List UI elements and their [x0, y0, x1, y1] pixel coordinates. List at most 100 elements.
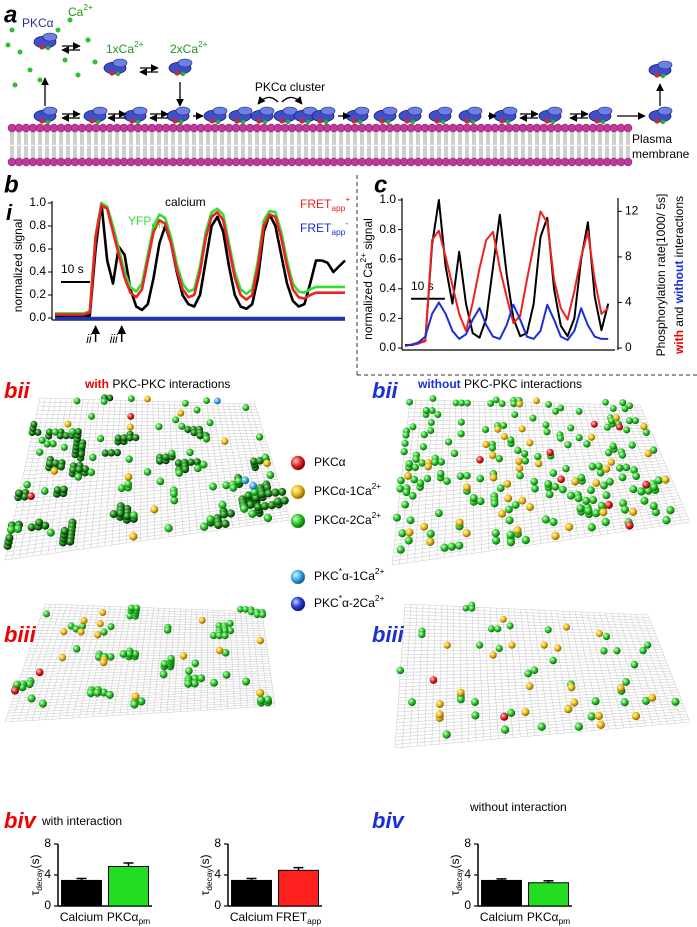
protein-icon [237, 106, 253, 116]
protein-icon [382, 106, 398, 116]
molecule [566, 491, 575, 500]
grid-decoration [240, 611, 249, 708]
molecule [500, 421, 508, 430]
molecule [206, 515, 215, 524]
molecule [60, 526, 69, 536]
molecule [576, 504, 585, 513]
molecule [567, 424, 575, 432]
protein-icon [180, 71, 186, 77]
molecule [34, 428, 42, 436]
molecule [99, 609, 107, 617]
molecule [222, 670, 231, 679]
molecule [597, 501, 606, 510]
panel-label: b [4, 171, 19, 198]
panel-label: biv [372, 808, 406, 833]
molecule [495, 454, 503, 463]
protein-icon [299, 118, 305, 124]
molecule [541, 515, 550, 524]
molecule [422, 407, 430, 414]
molecule [584, 506, 593, 515]
molecule [619, 399, 627, 407]
grid-decoration [628, 404, 676, 525]
grid-decoration [229, 610, 235, 709]
molecule [429, 676, 438, 684]
grid-decoration [12, 493, 283, 524]
calcium-ion [55, 27, 61, 33]
molecule [499, 615, 507, 623]
molecule [221, 437, 229, 445]
molecule [518, 425, 526, 433]
grid-decoration [395, 498, 681, 533]
molecule [602, 398, 609, 406]
molecule [160, 660, 169, 668]
grid-decoration [397, 697, 681, 716]
panel-label: biv [4, 808, 38, 833]
molecule [196, 432, 204, 440]
grid-decoration [9, 505, 286, 540]
molecule [549, 469, 558, 477]
text-part: decay [454, 868, 464, 891]
protein-icon [437, 106, 453, 116]
molecule [97, 434, 105, 443]
molecule [105, 690, 114, 699]
data-line [404, 210, 609, 347]
bar [108, 865, 149, 907]
text-part: Ca [68, 5, 84, 19]
y2-tick-label: 0 [625, 340, 632, 354]
protein-icon [410, 119, 416, 125]
molecule [458, 399, 466, 407]
grid-decoration [7, 511, 288, 549]
text-part: decay [34, 868, 44, 891]
molecule [442, 730, 451, 739]
molecule [511, 500, 520, 509]
protein-icon [212, 106, 228, 116]
protein-icon [502, 106, 518, 116]
y-tick-label: 0.2 [379, 311, 396, 325]
grid-decoration [180, 609, 187, 712]
molecule [435, 700, 444, 709]
molecule [518, 496, 527, 505]
molecule [671, 697, 680, 706]
molecule [640, 422, 648, 431]
molecule [206, 419, 214, 427]
molecule [534, 452, 542, 461]
molecule [625, 521, 634, 530]
molecule [215, 646, 224, 655]
molecule [434, 509, 443, 518]
molecule [631, 417, 640, 425]
molecule [129, 511, 138, 520]
molecule [628, 441, 636, 449]
molecule [234, 477, 243, 485]
grid-decoration [22, 663, 270, 670]
molecule [5, 533, 14, 542]
molecule [280, 496, 289, 505]
bar [481, 879, 522, 907]
grid-decoration [395, 719, 689, 745]
legend-swatch [290, 513, 306, 529]
molecule [193, 406, 201, 414]
grid-decoration [397, 689, 678, 706]
grid-decoration [187, 609, 192, 712]
data-line [405, 199, 610, 347]
x-tick-label: FRETapp [276, 910, 322, 926]
molecule [495, 644, 503, 653]
molecule [181, 465, 190, 474]
molecule [540, 641, 548, 649]
molecule [27, 523, 36, 532]
molecule [615, 423, 624, 431]
text-part: + [345, 194, 350, 204]
molecule [15, 489, 23, 498]
molecule [401, 439, 409, 447]
legend-label: PKCα [314, 455, 346, 469]
text-part: app [331, 227, 345, 237]
molecule [94, 631, 102, 639]
calcium-ion [5, 42, 11, 48]
grid-decoration [399, 673, 672, 684]
molecule [549, 517, 558, 527]
calcium-ion [17, 49, 23, 55]
molecule [107, 449, 116, 457]
molecule [202, 435, 211, 443]
molecule [156, 457, 164, 465]
panel-label: i [6, 200, 13, 225]
grid-decoration [622, 404, 668, 526]
